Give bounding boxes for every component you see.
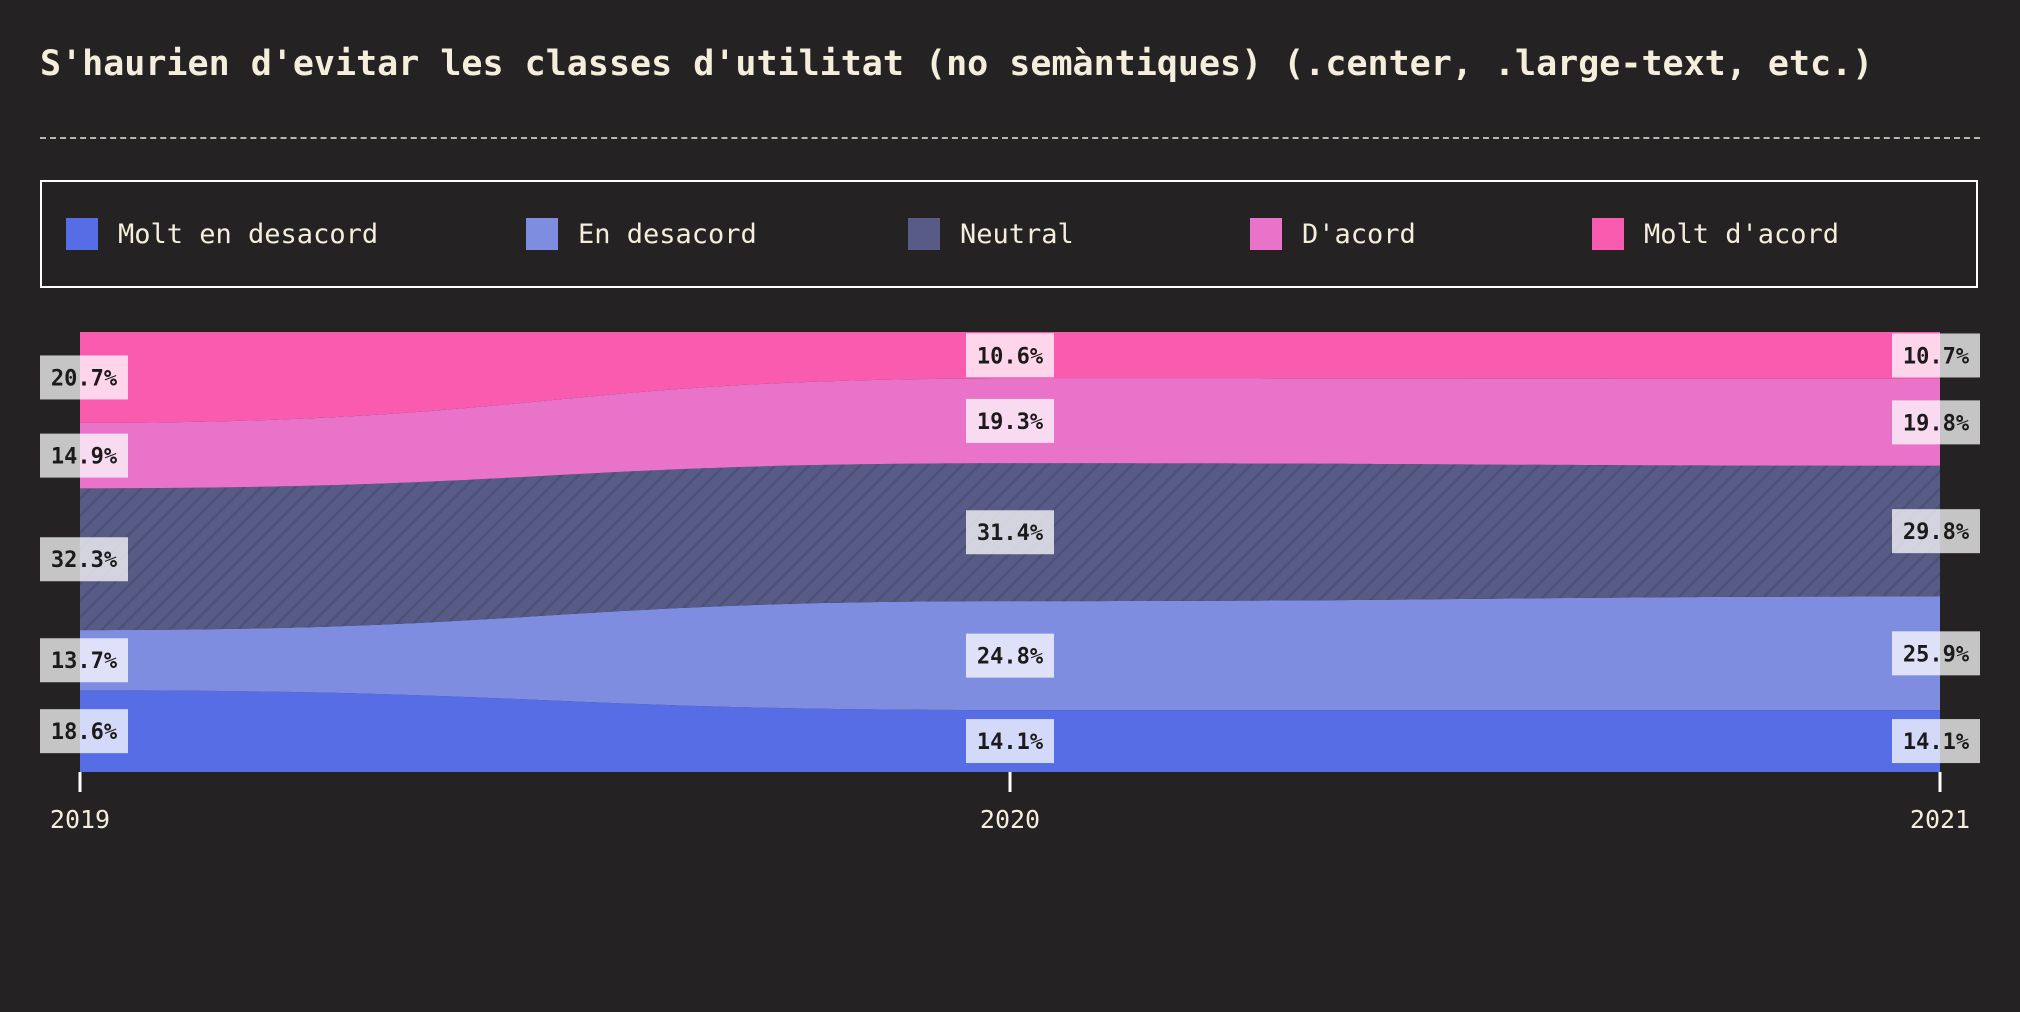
data-label: 14.9% xyxy=(40,433,128,478)
data-label: 32.3% xyxy=(40,537,128,582)
chart-title: S'haurien d'evitar les classes d'utilita… xyxy=(40,44,1874,84)
data-label-box xyxy=(966,719,1054,764)
data-label-text: 13.7% xyxy=(51,649,118,674)
data-label: 14.1% xyxy=(1892,719,1980,764)
data-label-box xyxy=(966,510,1054,555)
data-label-text: 14.1% xyxy=(977,730,1044,755)
data-label: 24.8% xyxy=(966,633,1054,678)
data-label-text: 14.1% xyxy=(1903,730,1970,755)
data-label-text: 10.7% xyxy=(1903,344,1970,369)
legend-swatch xyxy=(66,218,98,250)
data-label-box xyxy=(1892,631,1980,676)
legend-item-neutral[interactable]: Neutral xyxy=(908,218,1074,250)
data-label-box xyxy=(40,355,128,400)
data-label-text: 14.9% xyxy=(51,445,118,470)
legend-item-molt-d-acord[interactable]: Molt d'acord xyxy=(1592,218,1839,250)
data-label-box xyxy=(1892,333,1980,378)
legend-swatch xyxy=(1592,218,1624,250)
data-label-box xyxy=(966,633,1054,678)
legend-item-en-desacord[interactable]: En desacord xyxy=(526,218,757,250)
area-molt-d-acord xyxy=(80,332,1940,423)
data-label-text: 18.6% xyxy=(51,720,118,745)
data-label-text: 25.9% xyxy=(1903,642,1970,667)
legend-label: Molt d'acord xyxy=(1644,218,1840,250)
data-label: 25.9% xyxy=(1892,631,1980,676)
legend-label: Neutral xyxy=(960,218,1074,250)
data-label-box xyxy=(966,398,1054,443)
x-axis-tick-label: 2021 xyxy=(1910,805,1970,834)
legend-label: En desacord xyxy=(578,218,757,250)
data-label: 19.3% xyxy=(966,398,1054,443)
legend-label: D'acord xyxy=(1302,218,1416,250)
data-label: 13.7% xyxy=(40,638,128,683)
data-label-text: 32.3% xyxy=(51,548,118,573)
data-label-box xyxy=(40,433,128,478)
data-label: 31.4% xyxy=(966,510,1054,555)
data-label-box xyxy=(1892,719,1980,764)
legend-label: Molt en desacord xyxy=(118,218,379,250)
title-divider xyxy=(40,137,1980,139)
data-label: 18.6% xyxy=(40,709,128,754)
data-label: 10.6% xyxy=(966,333,1054,378)
data-label-text: 31.4% xyxy=(977,521,1044,546)
legend-item-d-acord[interactable]: D'acord xyxy=(1250,218,1416,250)
data-label-text: 29.8% xyxy=(1903,520,1970,545)
data-label-box xyxy=(40,537,128,582)
data-label-text: 20.7% xyxy=(51,366,118,391)
data-label-text: 19.8% xyxy=(1903,411,1970,436)
data-label-text: 19.3% xyxy=(977,410,1044,435)
data-label-text: 10.6% xyxy=(977,344,1044,369)
legend-swatch xyxy=(526,218,558,250)
data-label-box xyxy=(1892,400,1980,445)
data-label-box xyxy=(40,638,128,683)
legend-swatch xyxy=(1250,218,1282,250)
data-label: 29.8% xyxy=(1892,509,1980,554)
data-label-box xyxy=(40,709,128,754)
legend-swatch xyxy=(908,218,940,250)
chart-legend: Molt en desacord En desacord Neutral D'a… xyxy=(40,180,1978,288)
data-label: 20.7% xyxy=(40,355,128,400)
x-axis-tick-label: 2019 xyxy=(50,805,110,834)
legend-item-molt-en-desacord[interactable]: Molt en desacord xyxy=(66,218,378,250)
data-label-box xyxy=(966,333,1054,378)
data-label: 10.7% xyxy=(1892,333,1980,378)
data-label-box xyxy=(1892,509,1980,554)
data-label: 14.1% xyxy=(966,719,1054,764)
x-axis-tick-label: 2020 xyxy=(980,805,1040,834)
data-label: 19.8% xyxy=(1892,400,1980,445)
data-label-text: 24.8% xyxy=(977,645,1044,670)
